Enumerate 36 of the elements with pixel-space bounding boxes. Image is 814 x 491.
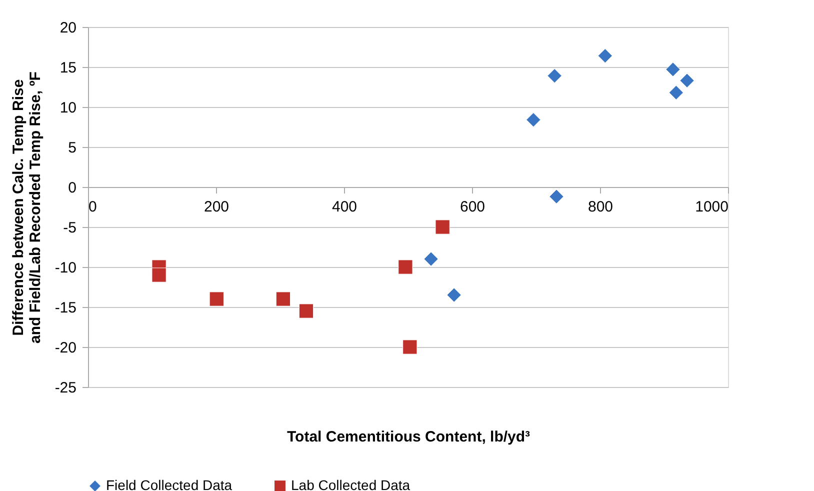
y-tick-label: -10: [54, 260, 76, 276]
point: [446, 288, 462, 302]
y-tick-label: 0: [68, 180, 76, 196]
x-axis-title: Total Cementitious Content, lb/yd³: [286, 428, 530, 446]
point: [298, 304, 314, 318]
x-tick-label: 0: [88, 198, 97, 216]
point: [680, 73, 694, 88]
point: [209, 292, 224, 306]
y-axis-title: Difference between Calc. Temp Rise and Field/Lab Recorded Temp Rise, ºF: [10, 72, 44, 344]
point: [152, 268, 166, 282]
point: [598, 48, 612, 64]
point: [402, 340, 418, 354]
x-tick-label: 400: [332, 198, 358, 216]
legend-label: Field Collected Data: [106, 477, 232, 491]
x-tick-label: 600: [460, 198, 486, 216]
y-tick-label: -20: [54, 340, 76, 356]
point: [547, 68, 562, 84]
point: [526, 112, 541, 128]
y-tick-label: 20: [60, 20, 76, 36]
point: [666, 62, 680, 77]
y-tick-label: 5: [68, 140, 76, 156]
legend-label: Lab Collected Data: [291, 477, 410, 491]
point: [668, 85, 684, 100]
y-tick-label: 15: [60, 60, 76, 76]
x-tick-label: 800: [588, 198, 614, 216]
point: [435, 220, 450, 234]
x-tick-label: 200: [204, 198, 230, 216]
x-tick-label: 1000: [695, 198, 728, 216]
y-tick-label: -15: [54, 300, 76, 316]
point: [549, 189, 564, 204]
point: [424, 252, 438, 266]
point: [276, 292, 291, 306]
y-tick-label: 10: [60, 100, 76, 116]
y-tick-label: -25: [54, 380, 76, 396]
point: [398, 260, 413, 274]
y-tick-label: -5: [63, 220, 76, 236]
